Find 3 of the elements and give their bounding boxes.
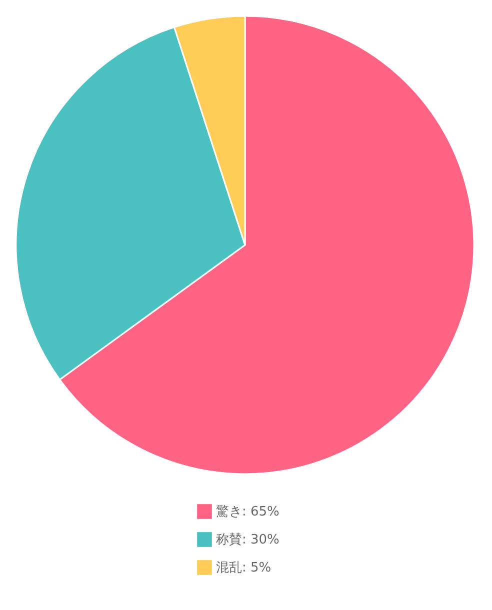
legend-label: 驚き: 65% — [216, 504, 280, 520]
legend-label: 混乱: 5% — [216, 560, 272, 576]
legend-label: 称賛: 30% — [216, 532, 280, 548]
